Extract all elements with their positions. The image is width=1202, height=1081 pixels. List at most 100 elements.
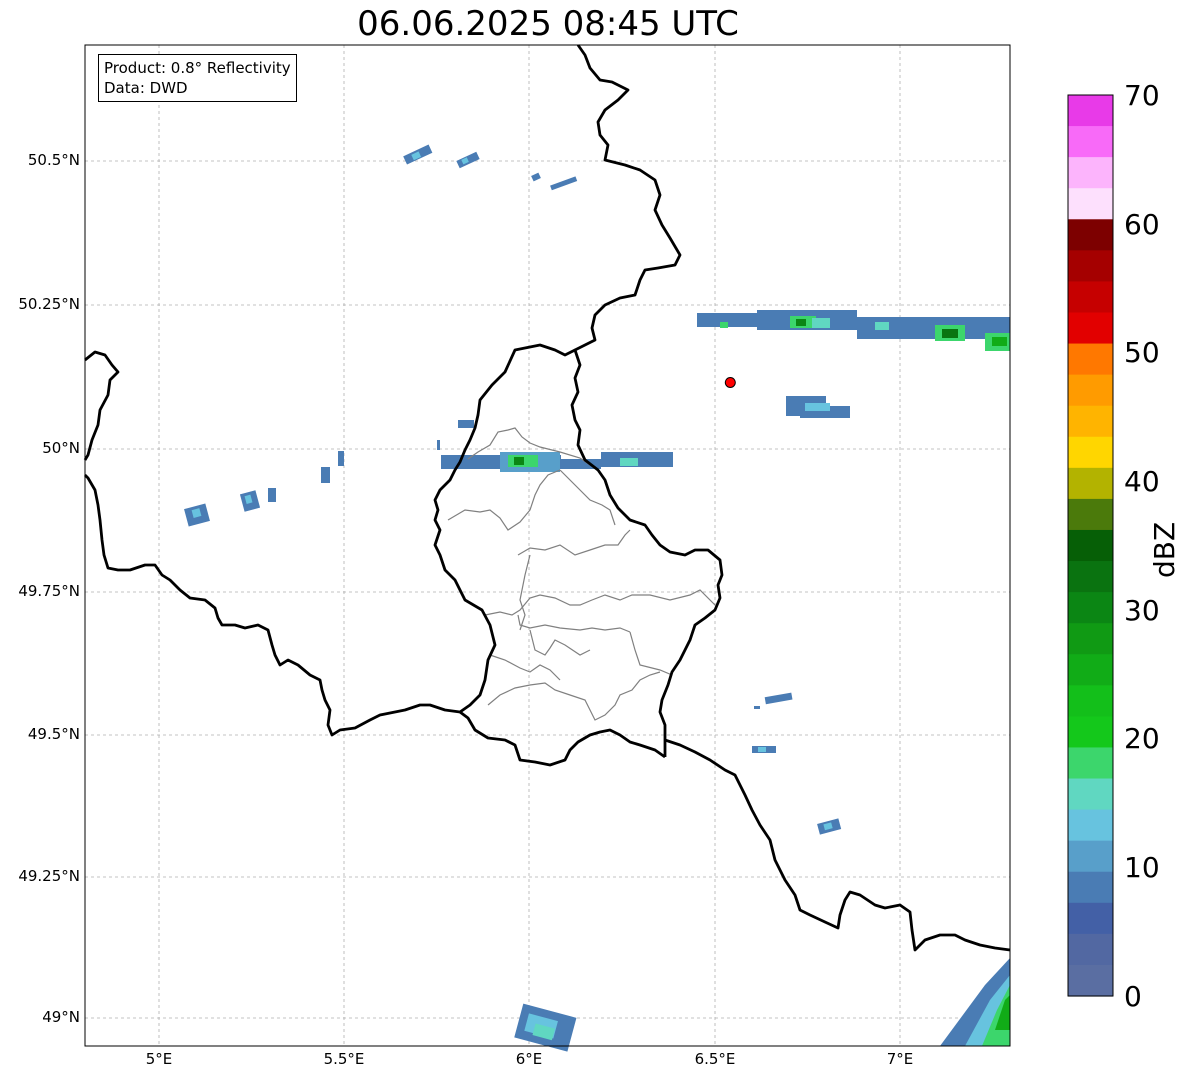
y-tick-label: 49.25°N (18, 867, 80, 885)
colorbar-swatch (1068, 436, 1113, 469)
colorbar-swatch (1068, 343, 1113, 376)
radar-echoes (184, 144, 1010, 1052)
colorbar-swatch (1068, 312, 1113, 345)
colorbar-swatch (1068, 778, 1113, 811)
echo (244, 494, 253, 504)
echo (437, 440, 440, 450)
map-background (85, 45, 1010, 1046)
echo (411, 151, 422, 161)
echo (805, 403, 830, 411)
colorbar-tick-label: 30 (1124, 594, 1160, 627)
echo (875, 322, 889, 330)
colorbar-swatch (1068, 871, 1113, 904)
echo (338, 451, 344, 466)
district-border (467, 427, 591, 466)
echo (321, 467, 330, 483)
echo (754, 706, 760, 709)
colorbar-swatch (1068, 219, 1113, 251)
echo (942, 329, 958, 338)
echo (992, 337, 1007, 346)
colorbar-tick-label: 60 (1124, 208, 1160, 241)
x-tick-label: 6°E (515, 1050, 543, 1068)
x-tick-label: 5°E (145, 1050, 173, 1068)
colorbar-swatch (1068, 902, 1113, 935)
x-tick-label: 6.5°E (694, 1050, 736, 1068)
colorbar-tick-label: 20 (1124, 722, 1160, 755)
map-frame (84, 44, 1011, 1047)
y-tick-label: 50.5°N (27, 151, 80, 169)
map-title: 06.06.2025 08:45 UTC (357, 4, 739, 44)
radar-site-marker (724, 377, 736, 388)
colorbar-tick-label: 40 (1124, 465, 1160, 498)
national-borders (83, 44, 1011, 952)
y-tick-label: 50.25°N (18, 295, 80, 313)
colorbar-swatch (1068, 188, 1113, 220)
colorbar-swatch (1068, 157, 1113, 189)
echo (514, 457, 524, 465)
colorbar-swatch (1068, 685, 1113, 717)
echo (550, 176, 578, 191)
echo (995, 995, 1010, 1030)
echo (697, 313, 757, 327)
colorbar-swatch (1068, 747, 1113, 780)
colorbar-swatch (1068, 809, 1113, 842)
echo (812, 318, 830, 328)
colorbar-swatch (1068, 933, 1113, 966)
x-tick-label: 5.5°E (323, 1050, 365, 1068)
colorbar-swatch (1068, 281, 1113, 314)
gridlines (85, 45, 1010, 1046)
district-border (489, 654, 561, 681)
echo (532, 1023, 555, 1041)
y-tick-label: 49.5°N (27, 725, 80, 743)
echo (758, 747, 766, 752)
district-border (559, 469, 616, 526)
colorbar-swatch (1068, 840, 1113, 873)
colorbar-swatch (1068, 126, 1113, 158)
district-border (484, 589, 716, 616)
echo (823, 822, 833, 831)
y-tick-label: 49°N (42, 1008, 80, 1026)
echo (561, 459, 601, 469)
colorbar-tick-label: 10 (1124, 851, 1160, 884)
colorbar-swatch (1068, 498, 1113, 531)
colorbar-tick-label: 0 (1124, 980, 1142, 1013)
colorbar-swatch (1068, 250, 1113, 283)
colorbar-swatch (1068, 623, 1113, 655)
colorbar-swatch (1068, 654, 1113, 686)
colorbar-swatch (1068, 964, 1113, 997)
echo (268, 488, 276, 502)
colorbar-label: dBZ (1148, 521, 1181, 578)
echo (764, 692, 793, 705)
luxembourg-france-border (459, 710, 666, 767)
product-label: Product: 0.8° Reflectivity (104, 59, 291, 77)
district-border (517, 614, 631, 633)
x-tick-label: 7°E (886, 1050, 914, 1068)
colorbar-swatch (1068, 95, 1113, 127)
echo (191, 508, 202, 518)
colorbar-tick-label: 50 (1124, 336, 1160, 369)
germany-luxembourg-border (570, 44, 724, 757)
colorbar-swatch (1068, 592, 1113, 624)
colorbar-tick-label: 70 (1124, 79, 1160, 112)
echo (620, 458, 638, 466)
colorbar-frame (1067, 94, 1114, 997)
district-border (447, 469, 561, 531)
echo (531, 172, 541, 182)
echo (720, 322, 728, 328)
district-border (629, 631, 673, 676)
colorbar-swatch (1068, 529, 1113, 562)
district-border (519, 554, 531, 631)
product-info-box: Product: 0.8° Reflectivity Data: DWD (98, 54, 297, 102)
echo (461, 157, 469, 165)
colorbar-swatch (1068, 467, 1113, 500)
germany-france-border (664, 738, 1011, 952)
district-borders (447, 427, 716, 721)
y-tick-label: 49.75°N (18, 582, 80, 600)
district-border (517, 529, 631, 556)
luxembourg-belgium-france-border (84, 343, 576, 737)
echo (857, 317, 1010, 339)
colorbar-swatch (1068, 405, 1113, 438)
colorbar (1068, 95, 1113, 997)
echo (458, 420, 474, 428)
